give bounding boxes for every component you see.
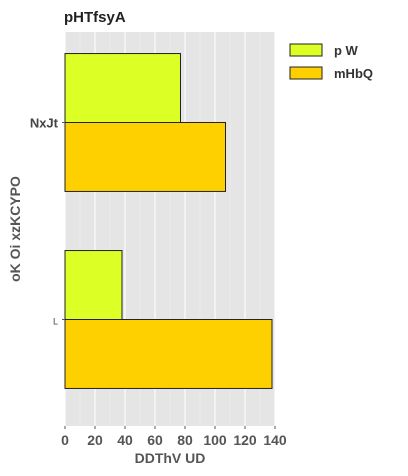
bars [64, 53, 273, 389]
x-tick-label: 140 [263, 432, 287, 448]
x-tick-label: 0 [61, 432, 69, 448]
x-tick-label: 20 [87, 432, 103, 448]
bar-2-2 [64, 319, 273, 389]
chart-title: pHTfsyA [64, 9, 126, 26]
x-tick-label: 60 [147, 432, 163, 448]
bar-2-1 [64, 122, 226, 192]
legend-label-series-2: mHbQ [334, 66, 373, 81]
legend-swatch-series-2 [289, 66, 323, 80]
y-axis-label: oK Oi xzKCYPO [7, 176, 23, 282]
x-tick-label: 40 [117, 432, 133, 448]
y-category-labels: NxJt L [30, 116, 65, 327]
x-tick-label: 120 [233, 432, 257, 448]
y-category-label: L [53, 317, 58, 327]
bar-1-1 [64, 53, 181, 123]
legend-swatch-series-1 [289, 43, 323, 57]
legend: p W mHbQ [289, 43, 373, 81]
x-tick-labels: 0 20 40 60 80 100 120 140 [61, 426, 287, 448]
x-tick-label: 80 [177, 432, 193, 448]
legend-label-series-1: p W [334, 43, 359, 58]
y-category-label: NxJt [30, 116, 59, 131]
bar-1-2 [64, 250, 123, 320]
x-tick-label: 100 [203, 432, 227, 448]
x-axis-label: DDThV UD [135, 450, 206, 466]
